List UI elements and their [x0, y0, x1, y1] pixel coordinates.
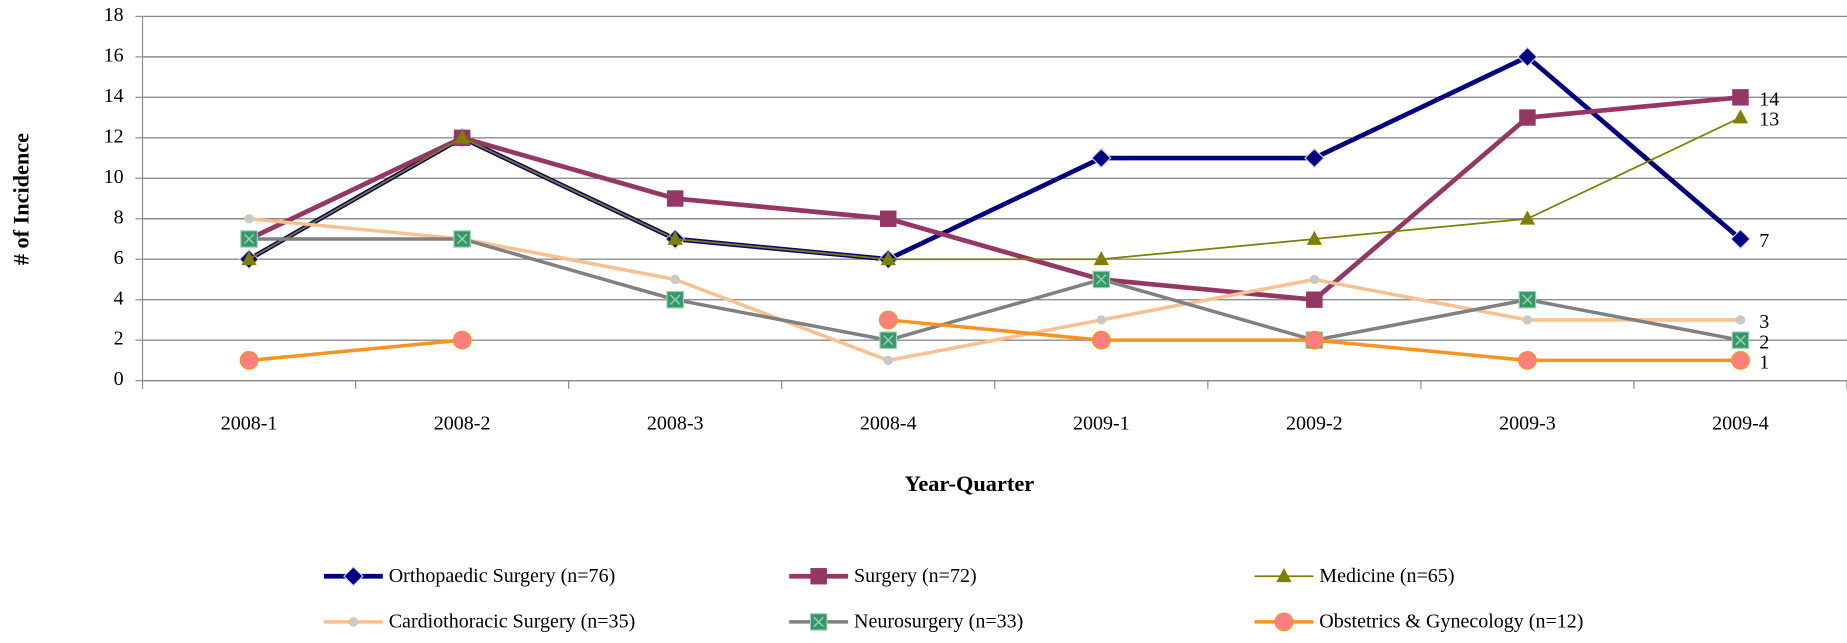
marker	[1096, 315, 1107, 325]
x-tick-label: 2008-4	[860, 413, 917, 435]
legend-item: Medicine (n=65)	[1254, 565, 1454, 587]
y-tick-label: 14	[104, 85, 124, 107]
series: 14	[240, 88, 1779, 308]
marker	[1735, 315, 1746, 325]
marker-cross	[813, 616, 824, 628]
x-axis-title: Year-Quarter	[905, 471, 1035, 496]
series: 2	[240, 230, 1769, 353]
marker	[1732, 89, 1749, 106]
marker	[244, 214, 254, 224]
marker	[879, 210, 897, 227]
marker	[1517, 351, 1537, 370]
x-tick-label: 2009-2	[1286, 413, 1343, 435]
legend-label: Medicine (n=65)	[1319, 565, 1454, 587]
marker	[1732, 109, 1749, 124]
marker	[1306, 230, 1323, 245]
marker	[1730, 228, 1751, 250]
legend-marker	[1276, 568, 1292, 583]
y-tick-label: 6	[114, 247, 124, 269]
y-tick-label: 10	[104, 166, 124, 188]
x-tick-label: 2009-3	[1499, 413, 1556, 435]
marker	[1304, 330, 1324, 350]
series: 13	[241, 109, 1779, 266]
y-tick-label: 12	[104, 125, 124, 147]
legend-item: Neurosurgery (n=33)	[789, 611, 1023, 633]
marker	[1091, 330, 1111, 350]
legend-item: Cardiothoracic Surgery (n=35)	[323, 611, 636, 633]
marker	[883, 355, 893, 366]
data-label: 13	[1759, 109, 1779, 131]
marker	[1304, 147, 1325, 169]
legend-label: Cardiothoracic Surgery (n=35)	[389, 611, 636, 633]
marker	[670, 274, 680, 285]
legend-label: Orthopaedic Surgery (n=76)	[389, 565, 616, 587]
marker	[1309, 274, 1320, 285]
y-tick-label: 0	[114, 368, 124, 390]
marker	[878, 310, 898, 330]
x-tick-label: 2008-2	[434, 413, 491, 435]
series: 3	[244, 214, 1769, 366]
legend-item: Orthopaedic Surgery (n=76)	[323, 565, 616, 587]
y-tick-label: 18	[104, 4, 124, 26]
y-tick-label: 16	[104, 44, 124, 66]
legend-label: Obstetrics & Gynecology (n=12)	[1319, 611, 1583, 633]
data-label: 7	[1759, 230, 1769, 252]
marker-cross	[456, 233, 468, 245]
y-tick-label: 4	[114, 287, 124, 309]
legend-label: Neurosurgery (n=33)	[854, 611, 1023, 633]
legend-marker	[810, 568, 827, 585]
series-line	[247, 54, 1743, 262]
marker	[452, 330, 472, 350]
marker	[667, 230, 683, 245]
legend-marker	[343, 566, 364, 587]
marker	[454, 129, 470, 144]
y-axis-title: # of Incidence	[9, 133, 34, 265]
legend-marker	[1274, 612, 1294, 632]
legend-marker	[348, 617, 359, 627]
series-line	[249, 237, 1741, 342]
y-tick-label: 2	[114, 328, 124, 350]
marker-cross	[669, 294, 681, 305]
marker	[666, 190, 684, 207]
x-tick-label: 2009-4	[1712, 413, 1769, 435]
marker	[1522, 315, 1533, 325]
legend-label: Surgery (n=72)	[854, 565, 977, 587]
data-label: 2	[1759, 331, 1769, 353]
marker	[239, 351, 259, 370]
x-tick-label: 2008-3	[647, 413, 704, 435]
marker	[880, 251, 896, 266]
y-tick-label: 8	[114, 206, 124, 228]
marker-cross	[1096, 274, 1107, 285]
data-label: 3	[1759, 311, 1769, 333]
x-tick-label: 2008-1	[221, 413, 278, 435]
series-line	[248, 217, 1741, 363]
marker	[241, 251, 257, 266]
marker	[1091, 147, 1112, 169]
marker-cross	[1735, 334, 1746, 346]
marker	[1519, 109, 1536, 126]
series-line	[248, 116, 1741, 261]
series: 1	[239, 310, 1769, 374]
marker	[1519, 210, 1536, 225]
marker	[1517, 46, 1538, 68]
marker-cross	[243, 233, 255, 245]
marker-cross	[883, 334, 894, 346]
series-line	[248, 95, 1741, 303]
data-label: 1	[1759, 352, 1769, 374]
legend-item: Obstetrics & Gynecology (n=12)	[1254, 611, 1583, 633]
marker	[1731, 351, 1750, 370]
data-label: 14	[1759, 88, 1779, 110]
x-tick-label: 2009-1	[1073, 413, 1130, 435]
marker	[1306, 291, 1323, 308]
marker-cross	[1522, 294, 1533, 305]
marker	[1093, 251, 1109, 266]
legend-item: Surgery (n=72)	[789, 565, 977, 587]
